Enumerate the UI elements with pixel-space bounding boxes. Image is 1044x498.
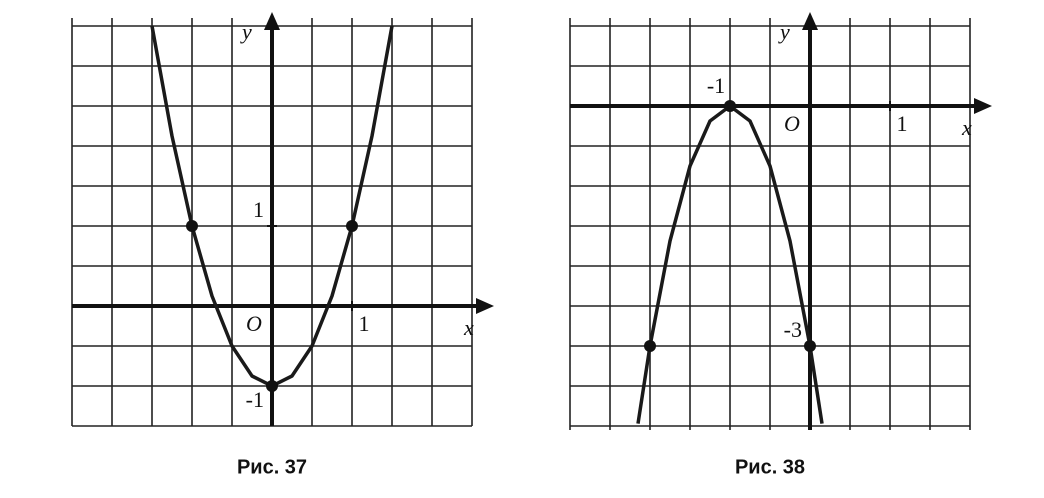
marked-point [266,380,278,392]
x-tick-label: 1 [359,311,370,336]
marked-point [346,220,358,232]
x-arrow [974,98,992,114]
y-tick-label: -3 [784,317,802,342]
marked-point [724,100,736,112]
y-axis-label: y [778,19,790,44]
marked-point [804,340,816,352]
y-arrow [802,12,818,30]
y-arrow [264,12,280,30]
x-arrow [476,298,494,314]
figure-caption: Рис. 38 [735,456,805,478]
x-tick-label: -1 [707,73,725,98]
y-tick-label: 1 [253,197,264,222]
origin-label: O [246,311,262,336]
marked-point [186,220,198,232]
y-axis-label: y [240,19,252,44]
marked-point [644,340,656,352]
x-axis-label: x [961,115,972,140]
x-axis-label: x [463,315,474,340]
figure-caption: Рис. 37 [237,456,307,478]
x-tick-label: 1 [897,111,908,136]
y-tick-label: -1 [246,387,264,412]
origin-label: O [784,111,800,136]
